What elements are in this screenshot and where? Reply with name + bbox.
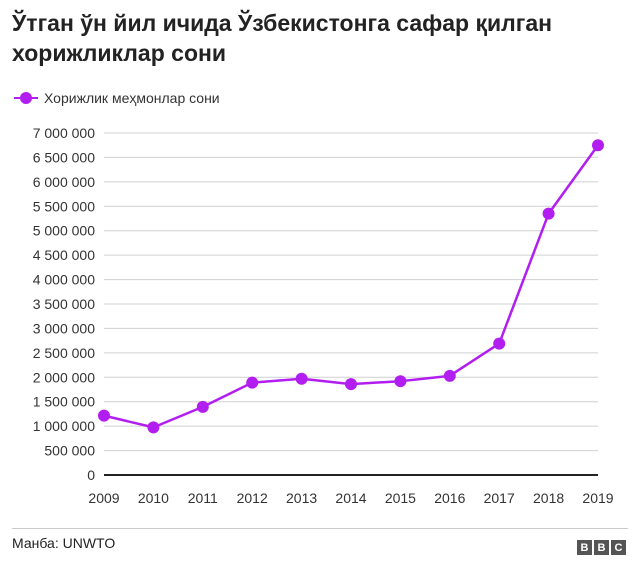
x-tick-label: 2015 (385, 490, 416, 506)
data-point (493, 337, 506, 350)
y-tick-label: 1 000 000 (33, 418, 95, 434)
y-tick-label: 5 500 000 (33, 198, 95, 214)
x-tick-label: 2014 (335, 490, 366, 506)
x-tick-label: 2016 (434, 490, 465, 506)
data-point (542, 207, 555, 220)
y-tick-label: 0 (87, 467, 95, 483)
legend-label: Хорижлик меҳмонлар сони (44, 90, 220, 106)
x-tick-label: 2013 (286, 490, 317, 506)
data-point (196, 400, 209, 413)
data-point (246, 376, 259, 389)
legend: Хорижлик меҳмонлар сони (14, 90, 220, 106)
x-tick-label: 2011 (188, 490, 218, 506)
data-point (345, 378, 357, 391)
y-tick-label: 3 000 000 (33, 320, 95, 336)
data-point (394, 375, 407, 388)
data-point (592, 139, 604, 152)
y-tick-label: 6 000 000 (33, 174, 95, 190)
legend-marker-icon (14, 92, 38, 104)
x-tick-label: 2012 (237, 490, 268, 506)
y-tick-label: 7 000 000 (33, 125, 95, 141)
x-tick-label: 2017 (484, 490, 515, 506)
y-tick-label: 4 500 000 (33, 247, 95, 263)
data-point (443, 369, 456, 382)
bbc-logo-letter: B (594, 540, 609, 555)
bbc-logo-letter: B (577, 540, 592, 555)
y-tick-label: 5 000 000 (33, 223, 95, 239)
y-tick-label: 6 500 000 (33, 149, 95, 165)
x-tick-label: 2018 (533, 490, 564, 506)
y-tick-label: 2 000 000 (33, 369, 95, 385)
x-tick-label: 2010 (138, 490, 169, 506)
source-note: Манба: UNWTO (12, 535, 116, 551)
y-tick-label: 4 000 000 (33, 272, 95, 288)
x-tick-label: 2009 (88, 490, 119, 506)
chart-title: Ўтган ўн йил ичида Ўзбекистонга сафар қи… (12, 10, 553, 66)
y-tick-label: 3 500 000 (33, 296, 95, 312)
y-tick-label: 500 000 (44, 443, 95, 459)
data-point (147, 421, 160, 434)
bbc-logo: B B C (577, 540, 626, 555)
bbc-logo-letter: C (611, 540, 626, 555)
footer-divider (12, 528, 628, 529)
y-tick-label: 1 500 000 (33, 394, 95, 410)
data-point (295, 372, 308, 385)
data-point (98, 409, 110, 422)
x-tick-label: 2019 (582, 490, 613, 506)
y-tick-label: 2 500 000 (33, 345, 95, 361)
